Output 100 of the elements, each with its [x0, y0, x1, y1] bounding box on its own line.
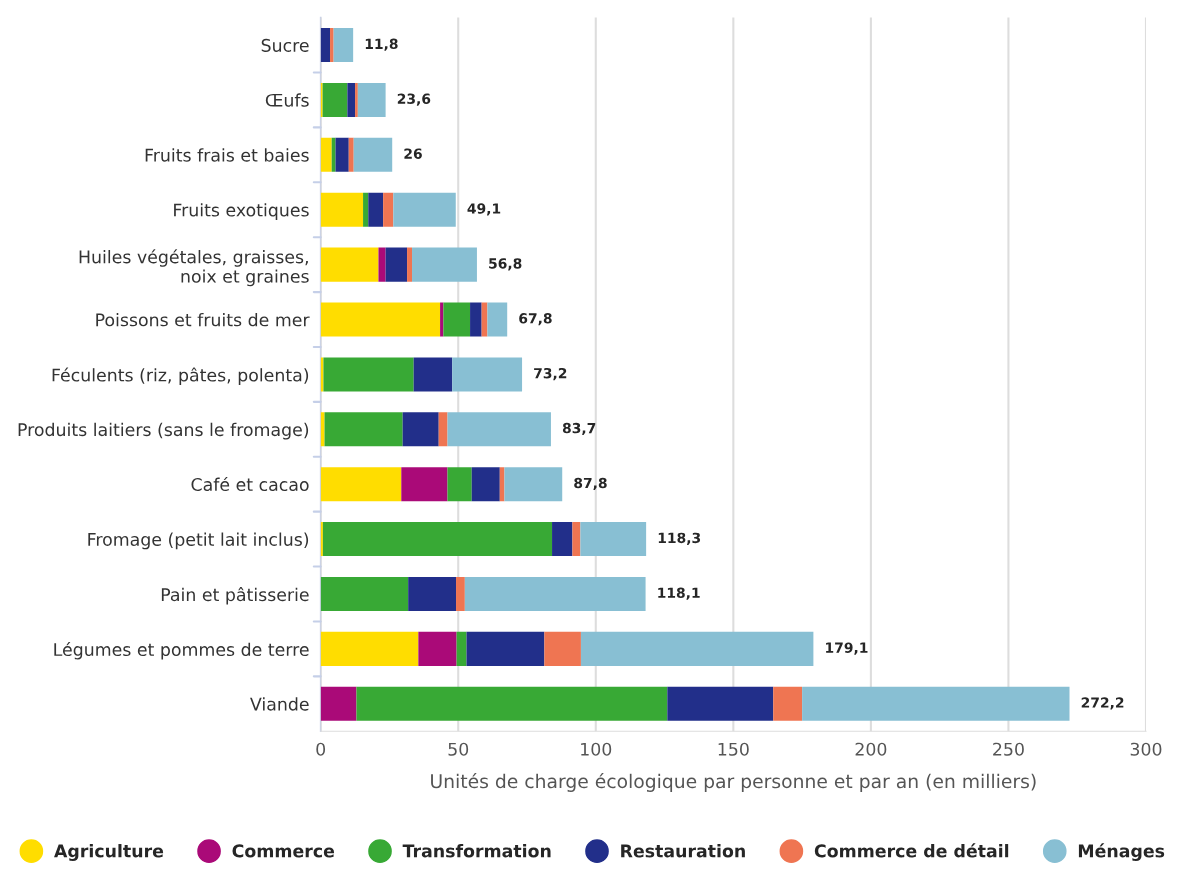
bar	[443, 302, 471, 337]
bar	[456, 631, 467, 666]
bar	[353, 137, 393, 172]
total-label: 73,2	[534, 367, 567, 381]
legend-label: Transformation	[402, 844, 551, 858]
bar	[330, 28, 334, 63]
bar	[320, 631, 419, 666]
total-label: 179,1	[826, 642, 868, 655]
bar	[464, 576, 646, 612]
bar	[402, 412, 439, 447]
total-label: 67,8	[519, 313, 552, 326]
total-label: 49,1	[467, 203, 501, 216]
bar	[335, 137, 349, 172]
x-tick-label: 300	[1130, 742, 1162, 756]
bar	[385, 247, 408, 282]
bar	[470, 302, 482, 337]
bar	[413, 357, 453, 392]
y-tick-label: Viande	[250, 697, 309, 711]
bar	[320, 467, 402, 502]
bar	[331, 137, 336, 172]
bar	[544, 631, 581, 666]
total-label: 83,7	[562, 422, 596, 436]
total-label: 23,6	[397, 93, 431, 106]
bar	[447, 467, 472, 502]
bar	[323, 357, 414, 392]
total-label: 118,3	[658, 532, 701, 545]
bar	[471, 467, 500, 502]
x-tick-label: 0	[316, 742, 326, 756]
y-tick-label: Produits laitiers (sans le fromage)	[18, 422, 309, 440]
bar	[447, 412, 551, 447]
bar	[412, 247, 477, 282]
bar	[320, 522, 323, 557]
legend-label: Commerce de détail	[814, 843, 1009, 858]
bar	[320, 247, 379, 282]
x-tick-label: 100	[581, 742, 612, 756]
bar	[418, 631, 457, 666]
total-label: 87,8	[574, 477, 607, 491]
bar	[322, 522, 553, 557]
bar	[393, 192, 456, 227]
bar	[320, 412, 325, 447]
x-tick-label: 200	[855, 742, 887, 756]
bar	[320, 28, 331, 63]
bar	[357, 82, 386, 117]
bar	[408, 576, 457, 612]
bar	[487, 302, 508, 337]
bar	[572, 522, 581, 557]
bar	[356, 686, 668, 721]
y-tick-label: Café et cacao	[191, 476, 309, 492]
bar	[407, 247, 413, 282]
bar	[452, 357, 523, 392]
bar	[355, 82, 358, 117]
bar	[347, 82, 356, 117]
bar	[667, 686, 774, 721]
x-tick-label: 150	[718, 742, 749, 756]
legend-label: Agriculture	[54, 844, 164, 861]
bar	[440, 302, 444, 337]
legend-label: Commerce	[232, 844, 335, 858]
total-label: 56,8	[489, 258, 522, 271]
bar	[320, 686, 357, 721]
bar	[401, 467, 448, 502]
bar	[320, 137, 332, 172]
y-tick-label: Poissons et fruits de mer	[96, 312, 310, 327]
total-label: 26	[404, 148, 422, 159]
bar	[552, 522, 573, 557]
y-tick-label: Œufs	[265, 93, 309, 107]
y-tick-label: Fruits exotiques	[174, 203, 309, 220]
bar	[504, 467, 563, 502]
bar	[802, 686, 1070, 721]
y-tick-label: Féculents (riz, pâtes, polenta)	[52, 367, 309, 385]
y-tick-label: Pain et pâtisserie	[161, 587, 309, 605]
x-axis-title: Unités de charge écologique par personne et par an (en milliers)	[431, 773, 1036, 792]
bar	[363, 192, 369, 227]
bar	[383, 192, 394, 227]
y-tick-label: Fromage (petit lait inclus)	[88, 532, 309, 550]
bar	[322, 82, 348, 117]
bar	[773, 686, 803, 721]
bar	[333, 28, 354, 63]
bar	[438, 412, 448, 447]
bar	[348, 137, 354, 172]
y-tick-label: Huiles végétales, graisses, noix et graines	[79, 249, 309, 287]
x-tick-label: 250	[993, 742, 1024, 756]
x-tick-label: 50	[448, 742, 469, 756]
bar	[378, 247, 386, 282]
y-tick-label: Sucre	[261, 38, 309, 52]
bar	[580, 522, 647, 557]
bar	[466, 631, 545, 666]
legend-label: Ménages	[1078, 843, 1165, 861]
bar	[368, 192, 384, 227]
y-tick-label: Fruits frais et baies	[145, 148, 309, 162]
total-label: 118,1	[658, 587, 700, 600]
legend-label: Restauration	[621, 844, 745, 858]
total-label: 272,2	[1081, 697, 1124, 710]
y-tick-label: Légumes et pommes de terre	[54, 641, 309, 660]
bar	[580, 631, 814, 666]
bar	[456, 576, 465, 612]
bar	[324, 412, 403, 447]
bar	[320, 302, 441, 337]
bar	[320, 576, 409, 612]
total-label: 11,8	[365, 38, 398, 51]
bar	[320, 192, 364, 227]
